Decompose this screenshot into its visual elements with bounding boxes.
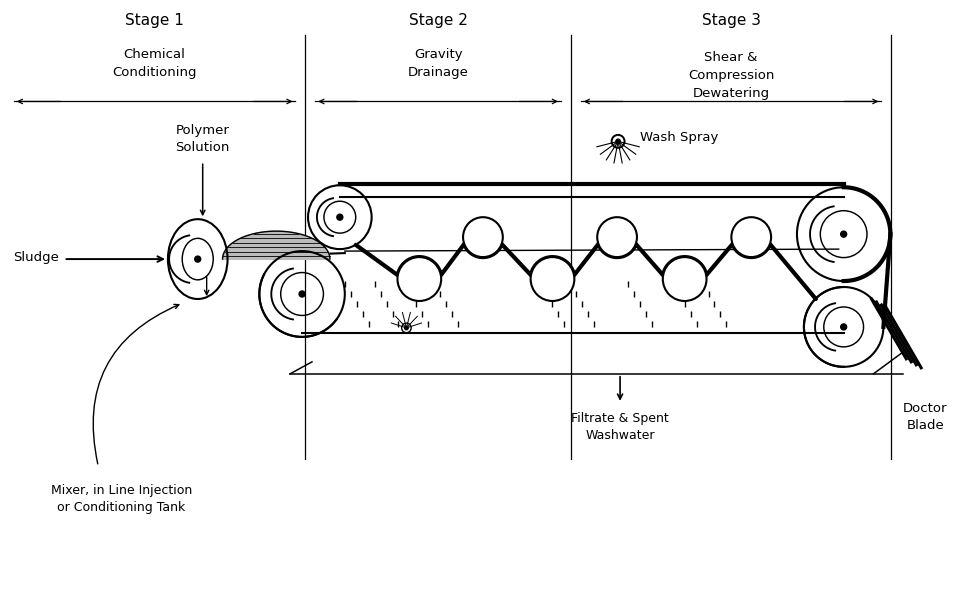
Text: Stage 2: Stage 2: [408, 12, 467, 28]
Text: Doctor
Blade: Doctor Blade: [902, 402, 946, 432]
Circle shape: [662, 257, 706, 301]
Polygon shape: [222, 231, 330, 259]
Circle shape: [530, 257, 574, 301]
Circle shape: [840, 231, 845, 237]
Circle shape: [397, 257, 440, 301]
Text: Shear &
Compression
Dewatering: Shear & Compression Dewatering: [687, 51, 774, 100]
Text: Stage 3: Stage 3: [700, 12, 760, 28]
Circle shape: [616, 139, 619, 144]
Text: Wash Spray: Wash Spray: [639, 131, 718, 144]
Text: Sludge: Sludge: [12, 250, 58, 264]
Circle shape: [194, 256, 200, 262]
Text: Mixer, in Line Injection
or Conditioning Tank: Mixer, in Line Injection or Conditioning…: [51, 484, 192, 514]
Circle shape: [731, 217, 770, 257]
Circle shape: [597, 217, 637, 257]
Circle shape: [462, 217, 502, 257]
Text: Gravity
Drainage: Gravity Drainage: [407, 48, 468, 79]
Text: Polymer
Solution: Polymer Solution: [175, 124, 230, 154]
Circle shape: [840, 324, 845, 330]
Circle shape: [404, 326, 408, 330]
Text: Chemical
Conditioning: Chemical Conditioning: [112, 48, 196, 79]
Text: Filtrate & Spent
Washwater: Filtrate & Spent Washwater: [571, 412, 668, 442]
Text: Stage 1: Stage 1: [125, 12, 184, 28]
Circle shape: [299, 291, 305, 297]
Circle shape: [336, 214, 342, 220]
